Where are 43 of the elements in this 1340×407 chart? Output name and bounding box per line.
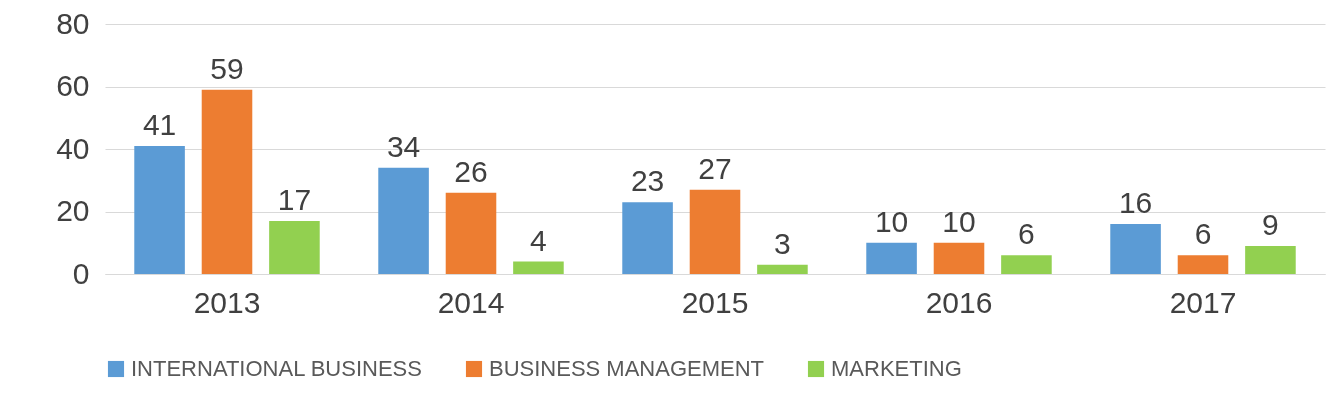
x-tick-label: 2016 [925,285,993,319]
legend-label: INTERNATIONAL BUSINESS [131,356,422,381]
legend-label: BUSINESS MANAGEMENT [489,356,765,381]
legend-label: MARKETING [831,356,962,381]
data-label: 41 [142,107,177,141]
bar [378,167,429,274]
bar [269,220,320,274]
y-tick-label: 0 [72,256,90,290]
y-tick-label: 40 [56,131,90,165]
bar [1245,245,1296,274]
bar [1001,255,1052,274]
data-label: 16 [1118,186,1153,219]
bar [622,202,673,274]
y-tick-label: 60 [56,69,90,102]
data-label: 27 [698,151,732,185]
data-label: 6 [1018,217,1035,251]
data-label: 23 [630,164,665,198]
x-tick-label: 2014 [437,285,505,319]
bar [513,261,564,274]
bar [757,264,808,274]
data-label: 4 [530,223,547,257]
bar [201,89,253,274]
y-tick-label: 20 [56,194,90,227]
bar [866,242,917,274]
y-tick-label: 80 [56,6,90,40]
data-label: 59 [210,51,244,85]
bar [1110,224,1161,274]
x-tick-label: 2017 [1169,285,1237,319]
data-label: 34 [386,129,421,163]
data-label: 9 [1262,207,1279,241]
data-label: 6 [1194,217,1212,251]
data-label: 26 [454,154,488,188]
data-label: 10 [942,204,976,238]
x-tick-label: 2013 [193,285,261,319]
data-label: 17 [277,182,312,216]
bar [134,145,185,274]
bar [445,192,497,274]
data-label: 10 [874,204,909,238]
bar [933,242,985,274]
bar [1177,255,1229,274]
bar [689,189,741,274]
x-tick-label: 2015 [681,285,749,319]
data-label: 3 [774,226,791,260]
